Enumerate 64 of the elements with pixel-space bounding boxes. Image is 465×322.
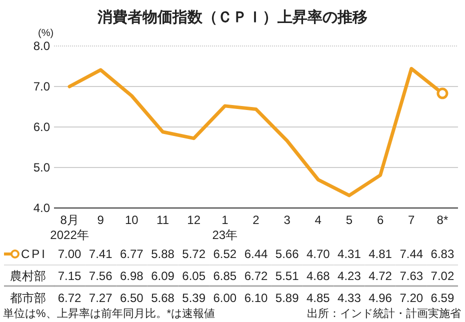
y-axis-title: (%) [38,28,54,39]
data-label: 6.77 [120,247,144,261]
data-label: 6.09 [151,269,175,283]
data-label: 4.70 [306,247,330,261]
data-label: 5.51 [275,269,300,283]
y-tick-label: 7.0 [33,80,50,94]
data-label: 5.88 [151,247,175,261]
x-tick-label: 8月 2022年 [50,213,89,242]
data-label: 6.00 [213,291,237,305]
data-label: 4.81 [368,247,392,261]
x-tick-label: 5 [346,213,353,227]
data-label: 7.02 [430,269,454,283]
data-label: 4.72 [368,269,392,283]
data-label: 7.27 [88,291,113,305]
data-label: 6.83 [430,247,454,261]
legend-label: CPI [21,247,48,261]
data-label: 5.68 [151,291,175,305]
data-label: 7.44 [400,247,424,261]
y-tick-label: 5.0 [33,160,50,174]
data-label: 7.20 [400,291,424,305]
data-label: 7.56 [88,269,113,283]
y-tick-label: 都市部 [10,291,46,305]
data-label: 6.50 [120,291,144,305]
data-label: 7.15 [58,269,82,283]
x-tick-label: 11 [156,213,170,227]
annotation: 単位は%、上昇率は前年同月比。*は速報値 [3,307,216,320]
data-label: 7.00 [58,247,82,261]
data-label: 6.44 [244,247,268,261]
x-tick-label: 12 [187,213,201,227]
data-label: 5.89 [275,291,300,305]
data-label: 4.31 [338,247,362,261]
data-label: 5.66 [275,247,300,261]
x-tick-label: 9 [97,213,104,227]
chart-title: 消費者物価指数（ＣＰＩ）上昇率の推移 [96,8,368,26]
y-tick-label: 6.0 [33,120,50,134]
data-label: 4.96 [368,291,392,305]
data-label: 4.85 [306,291,330,305]
data-label: 6.05 [182,269,206,283]
data-label: 6.72 [58,291,82,305]
data-label: 4.33 [338,291,362,305]
x-tick-label: 1 23年 [212,213,238,242]
y-tick-label: 4.0 [33,201,50,215]
x-tick-label: 2 [252,213,260,227]
data-label: 6.85 [213,269,237,283]
x-tick-label: 4 [314,213,322,227]
y-tick-label: 8.0 [33,39,50,53]
y-tick-label: 農村部 [10,269,46,283]
data-label: 6.59 [430,291,454,305]
data-label: 7.63 [400,269,424,283]
x-tick-label: 8* [436,213,448,227]
x-tick-label: 3 [284,213,291,227]
data-label: 6.52 [213,247,237,261]
data-label: 5.39 [182,291,206,305]
data-label: 7.41 [88,247,113,261]
data-label: 4.23 [338,269,362,283]
x-tick-label: 6 [376,213,384,227]
annotation: 出所：インド統計・計画実施省 [307,307,461,320]
data-label: 6.10 [244,291,268,305]
data-label: 6.72 [244,269,268,283]
data-label: 6.98 [120,269,144,283]
x-tick-label: 7 [408,213,416,227]
data-label: 5.72 [182,247,206,261]
x-tick-label: 10 [125,213,139,227]
data-label: 4.68 [306,269,330,283]
